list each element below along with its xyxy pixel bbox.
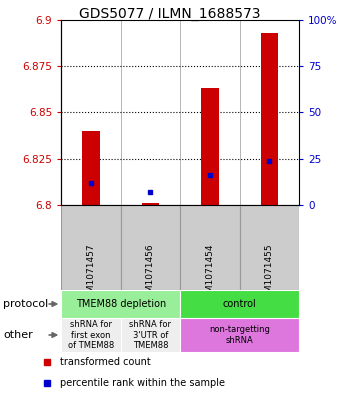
Bar	[260, 33, 278, 205]
Bar	[201, 88, 219, 205]
Bar	[61, 205, 121, 290]
Bar	[82, 131, 100, 205]
Text: TMEM88 depletion: TMEM88 depletion	[75, 299, 166, 309]
Text: GSM1071456: GSM1071456	[146, 243, 155, 304]
Bar	[61, 290, 180, 318]
Text: non-targetting
shRNA: non-targetting shRNA	[209, 325, 270, 345]
Bar	[240, 205, 299, 290]
Text: transformed count: transformed count	[60, 357, 151, 367]
Text: GSM1071454: GSM1071454	[205, 243, 215, 304]
Text: GSM1071457: GSM1071457	[86, 243, 96, 304]
Text: GDS5077 / ILMN_1688573: GDS5077 / ILMN_1688573	[79, 7, 261, 21]
Text: other: other	[3, 330, 33, 340]
Text: percentile rank within the sample: percentile rank within the sample	[60, 378, 225, 388]
Text: shRNA for
first exon
of TMEM88: shRNA for first exon of TMEM88	[68, 320, 114, 350]
Text: shRNA for
3'UTR of
TMEM88: shRNA for 3'UTR of TMEM88	[130, 320, 171, 350]
Text: protocol: protocol	[3, 299, 49, 309]
Text: GSM1071455: GSM1071455	[265, 243, 274, 304]
Bar	[180, 318, 299, 352]
Text: control: control	[223, 299, 257, 309]
Bar	[61, 318, 121, 352]
Bar	[141, 203, 159, 205]
Bar	[180, 290, 299, 318]
Bar	[180, 205, 240, 290]
Bar	[121, 205, 180, 290]
Bar	[121, 318, 180, 352]
